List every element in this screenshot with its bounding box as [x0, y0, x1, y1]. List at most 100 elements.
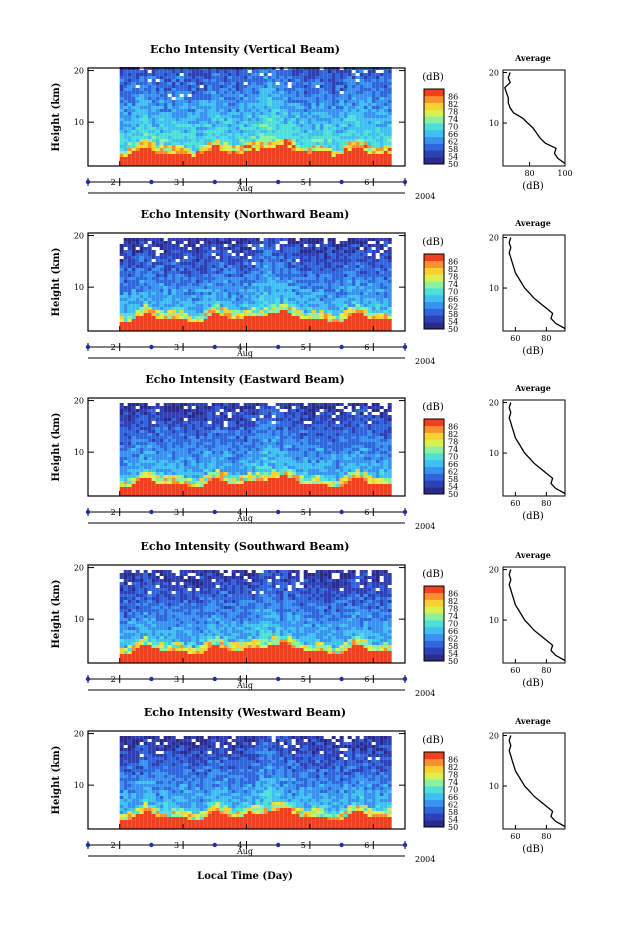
heatmap-cell: [363, 106, 368, 109]
heatmap-cell: [139, 484, 144, 487]
heatmap-cell: [307, 277, 312, 280]
heatmap-cell: [199, 160, 204, 163]
heatmap-cell: [123, 289, 128, 292]
heatmap-cell: [275, 493, 280, 496]
heatmap-cell: [319, 286, 324, 289]
heatmap-cell: [359, 472, 364, 475]
heatmap-cell: [155, 319, 160, 322]
heatmap-cell: [355, 88, 360, 91]
heatmap-cell: [347, 475, 352, 478]
heatmap-cell: [151, 484, 156, 487]
heatmap-cell: [367, 79, 372, 82]
heatmap-cell: [291, 271, 296, 274]
heatmap-cell: [279, 76, 284, 79]
heatmap-cell: [243, 94, 248, 97]
heatmap-cell: [339, 76, 344, 79]
colorbar-swatch: [424, 281, 444, 289]
heatmap-cell: [347, 277, 352, 280]
heatmap-cell: [347, 139, 352, 142]
heatmap-cell: [147, 82, 152, 85]
heatmap-cell: [179, 88, 184, 91]
heatmap-cell: [351, 112, 356, 115]
heatmap-cell: [171, 76, 176, 79]
heatmap-cell: [283, 145, 288, 148]
heatmap-cell: [159, 295, 164, 298]
heatmap-cell: [375, 244, 380, 247]
heatmap-cell: [387, 307, 392, 310]
heatmap-cell: [367, 121, 372, 124]
heatmap-cell: [387, 130, 392, 133]
heatmap-cell: [379, 163, 384, 166]
heatmap-cell: [311, 79, 316, 82]
heatmap-cell: [323, 307, 328, 310]
heatmap-cell: [227, 115, 232, 118]
heatmap-cell: [351, 94, 356, 97]
heatmap-cell: [379, 319, 384, 322]
heatmap-cell: [383, 94, 388, 97]
heatmap-cell: [239, 475, 244, 478]
heatmap-cell: [219, 295, 224, 298]
heatmap-cell: [351, 127, 356, 130]
heatmap-cell: [267, 481, 272, 484]
heatmap-cell: [195, 475, 200, 478]
heatmap-cell: [251, 157, 256, 160]
heatmap-cell: [371, 484, 376, 487]
heatmap-cell: [255, 118, 260, 121]
heatmap-cell: [147, 130, 152, 133]
heatmap-cell: [167, 469, 172, 472]
heatmap-cell: [327, 283, 332, 286]
heatmap-cell: [279, 472, 284, 475]
heatmap-cell: [155, 256, 160, 259]
heatmap-cell: [139, 73, 144, 76]
heatmap-cell: [243, 469, 248, 472]
heatmap-cell: [255, 160, 260, 163]
heatmap-cell: [119, 70, 124, 73]
heatmap-cell: [135, 241, 140, 244]
heatmap-cell: [211, 250, 216, 253]
heatmap-cell: [135, 151, 140, 154]
heatmap-cell: [267, 268, 272, 271]
heatmap-cell: [247, 145, 252, 148]
heatmap-cell: [299, 118, 304, 121]
heatmap-cell: [375, 154, 380, 157]
heatmap-cell: [259, 121, 264, 124]
heatmap-cell: [319, 130, 324, 133]
heatmap-cell: [335, 289, 340, 292]
heatmap-cell: [219, 121, 224, 124]
heatmap-cell: [331, 109, 336, 112]
heatmap-cell: [367, 319, 372, 322]
heatmap-cell: [267, 79, 272, 82]
heatmap-cell: [167, 127, 172, 130]
heatmap-cell: [223, 103, 228, 106]
heatmap-cell: [223, 250, 228, 253]
heatmap-cell: [139, 469, 144, 472]
heatmap-cell: [299, 262, 304, 265]
heatmap-cell: [307, 247, 312, 250]
heatmap-cell: [319, 256, 324, 259]
heatmap-cell: [199, 319, 204, 322]
heatmap-cell: [235, 316, 240, 319]
heatmap-cell: [359, 265, 364, 268]
heatmap-cell: [307, 301, 312, 304]
heatmap-cell: [199, 112, 204, 115]
heatmap-cell: [175, 142, 180, 145]
heatmap-cell: [279, 112, 284, 115]
heatmap-cell: [231, 79, 236, 82]
heatmap-cell: [135, 91, 140, 94]
heatmap-cell: [303, 256, 308, 259]
heatmap-cell: [135, 160, 140, 163]
heatmap-cell: [199, 136, 204, 139]
heatmap-cell: [283, 85, 288, 88]
heatmap-cell: [311, 250, 316, 253]
heatmap-cell: [343, 103, 348, 106]
heatmap-cell: [363, 130, 368, 133]
heatmap-cell: [191, 91, 196, 94]
x-tick-label: 4: [237, 178, 242, 187]
heatmap-cell: [147, 121, 152, 124]
heatmap-cell: [235, 76, 240, 79]
heatmap-cell: [379, 493, 384, 496]
heatmap-cell: [183, 247, 188, 250]
heatmap-cell: [171, 160, 176, 163]
heatmap-cell: [203, 241, 208, 244]
heatmap-cell: [359, 70, 364, 73]
